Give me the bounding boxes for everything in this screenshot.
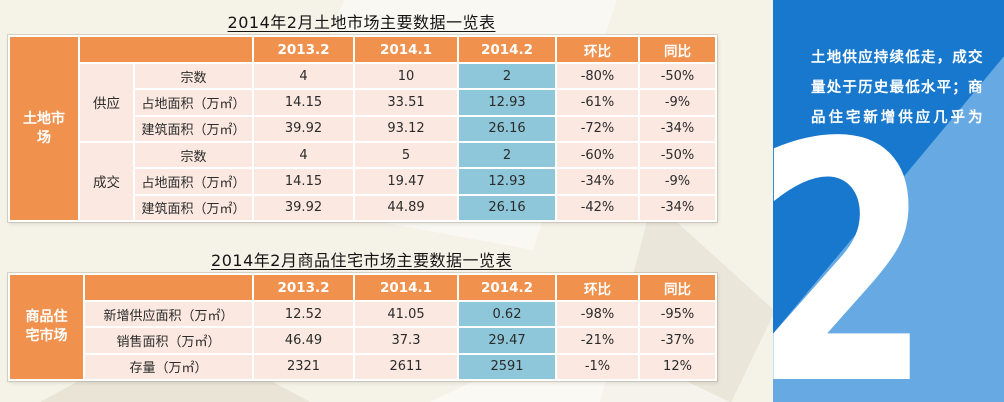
value-cell: 4	[252, 140, 355, 170]
value-cell: 0.62	[457, 299, 557, 329]
housing-market-table: 商品住宅市场 2013.2 2014.1 2014.2 环比 同比 新增供应面积（万㎡） 12…	[8, 273, 717, 382]
value-cell: 29.47	[457, 326, 557, 355]
column-header: 环比	[555, 273, 640, 302]
value-cell: -72%	[555, 114, 640, 143]
value-cell: -34%	[638, 193, 717, 223]
value-cell: 33.51	[353, 88, 459, 117]
table-row: 建筑面积（万㎡） 39.92 93.12 26.16 -72% -34%	[9, 114, 717, 143]
value-cell: -98%	[555, 299, 640, 329]
row-label: 建筑面积（万㎡）	[133, 114, 254, 143]
row-label: 存量（万㎡）	[83, 352, 254, 382]
value-cell: 2	[457, 140, 557, 170]
value-cell: 12.93	[457, 88, 557, 117]
value-cell: -37%	[638, 326, 717, 355]
value-cell: 93.12	[353, 114, 459, 143]
value-cell: 14.15	[252, 88, 355, 117]
row-label: 销售面积（万㎡）	[83, 326, 254, 355]
value-cell: -34%	[555, 167, 640, 196]
value-cell: 2611	[353, 352, 459, 382]
value-cell: -9%	[638, 88, 717, 117]
value-cell: 44.89	[353, 193, 459, 223]
value-cell: 5	[353, 140, 459, 170]
table-row: 占地面积（万㎡） 14.15 33.51 12.93 -61% -9%	[9, 88, 717, 117]
value-cell: -42%	[555, 193, 640, 223]
table-row: 建筑面积（万㎡） 39.92 44.89 26.16 -42% -34%	[9, 193, 717, 223]
side-panel: 2 土地供应持续低走，成交量处于历史最低水平；商品住宅新增供应几乎为零。	[773, 0, 1004, 402]
value-cell: -60%	[555, 140, 640, 170]
column-header: 2013.2	[252, 35, 355, 64]
table-row: 销售面积（万㎡） 46.49 37.3 29.47 -21% -37%	[9, 326, 717, 355]
header-blank-cell	[78, 35, 254, 64]
row-label: 宗数	[133, 61, 254, 91]
value-cell: 39.92	[252, 193, 355, 223]
value-cell: 2321	[252, 352, 355, 382]
row-label: 新增供应面积（万㎡）	[83, 299, 254, 329]
column-header: 同比	[638, 35, 717, 64]
table-side-label: 土地市场	[8, 35, 80, 222]
value-cell: -21%	[555, 326, 640, 355]
value-cell: 14.15	[252, 167, 355, 196]
column-header: 2014.2	[457, 273, 557, 302]
value-cell: 4	[252, 61, 355, 91]
table-row: 存量（万㎡） 2321 2611 2591 -1% 12%	[9, 352, 717, 382]
table-row: 供应 宗数 4 10 2 -80% -50%	[9, 61, 717, 143]
table-row: 成交 宗数 4 5 2 -60% -50%	[9, 140, 717, 223]
column-header: 2014.2	[457, 35, 557, 64]
value-cell: 41.05	[353, 299, 459, 329]
summary-note: 土地供应持续低走，成交量处于历史最低水平；商品住宅新增供应几乎为零。	[811, 49, 983, 156]
column-header: 2014.1	[353, 273, 459, 302]
value-cell: 12.93	[457, 167, 557, 196]
value-cell: 46.49	[252, 326, 355, 355]
value-cell: -34%	[638, 114, 717, 143]
value-cell: 37.3	[353, 326, 459, 355]
row-label: 占地面积（万㎡）	[133, 167, 254, 196]
value-cell: -9%	[638, 167, 717, 196]
table-row: 新增供应面积（万㎡） 12.52 41.05 0.62 -98% -95%	[9, 299, 717, 329]
value-cell: 19.47	[353, 167, 459, 196]
value-cell: -80%	[555, 61, 640, 91]
decorative-number: 2	[773, 100, 932, 402]
header-blank-cell	[83, 273, 254, 302]
value-cell: 2	[457, 61, 557, 91]
land-market-table-title: 2014年2月土地市场主要数据一览表	[227, 13, 496, 32]
row-label: 占地面积（万㎡）	[133, 88, 254, 117]
value-cell: 10	[353, 61, 459, 91]
housing-market-table-title: 2014年2月商品住宅市场主要数据一览表	[211, 251, 512, 270]
value-cell: 12.52	[252, 299, 355, 329]
value-cell: 26.16	[457, 193, 557, 223]
value-cell: 26.16	[457, 114, 557, 143]
row-label: 建筑面积（万㎡）	[133, 193, 254, 223]
value-cell: 39.92	[252, 114, 355, 143]
value-cell: 12%	[638, 352, 717, 382]
group-label: 供应	[78, 62, 135, 143]
land-market-table: 土地市场 2013.2 2014.1 2014.2 环比 同比 供应 宗数 4 10 2 -80% -5…	[8, 35, 717, 223]
value-cell: 2591	[457, 352, 557, 382]
table-side-label: 商品住宅市场	[8, 273, 85, 381]
group-label: 成交	[78, 140, 135, 223]
column-header: 环比	[555, 35, 640, 64]
value-cell: -50%	[638, 140, 717, 170]
row-label: 宗数	[133, 140, 254, 170]
value-cell: -61%	[555, 88, 640, 117]
table-row: 占地面积（万㎡） 14.15 19.47 12.93 -34% -9%	[9, 167, 717, 196]
value-cell: -95%	[638, 299, 717, 329]
value-cell: -1%	[555, 352, 640, 382]
column-header: 2014.1	[353, 35, 459, 64]
value-cell: -50%	[638, 61, 717, 91]
column-header: 同比	[638, 273, 717, 302]
column-header: 2013.2	[252, 273, 355, 302]
